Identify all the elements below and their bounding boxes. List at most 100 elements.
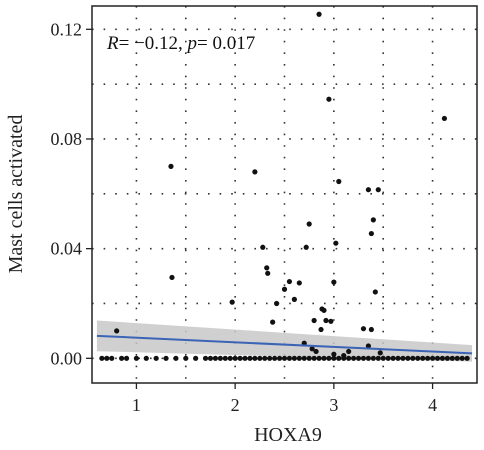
x-axis-ticks: 1 2 3 4: [132, 383, 437, 415]
data-point: [368, 326, 374, 333]
data-point: [109, 355, 115, 361]
data-point: [341, 355, 347, 361]
data-point: [346, 355, 352, 361]
data-point: [454, 355, 460, 361]
data-point: [375, 355, 381, 361]
data-point: [321, 355, 327, 361]
data-point: [439, 355, 446, 361]
data-point: [449, 355, 455, 361]
data-point: [291, 296, 297, 302]
y-tick-label: 0.00: [51, 348, 83, 368]
x-tick-label: 1: [132, 395, 141, 415]
data-point: [326, 355, 332, 361]
data-point: [372, 289, 378, 295]
data-points: [99, 11, 470, 361]
data-point: [99, 355, 105, 361]
data-point: [133, 355, 140, 361]
data-point: [281, 286, 288, 292]
data-point: [331, 355, 337, 361]
data-point: [380, 355, 386, 361]
data-point: [274, 300, 280, 307]
data-point: [331, 279, 337, 285]
data-point: [365, 343, 372, 349]
data-point: [311, 317, 317, 324]
data-point: [270, 319, 276, 325]
data-point: [323, 317, 329, 324]
data-point: [104, 355, 110, 361]
data-point: [281, 355, 288, 361]
data-point: [370, 217, 376, 223]
regression-line: [96, 334, 473, 355]
y-axis-title: Mast cells activated: [5, 115, 27, 274]
data-point: [326, 96, 332, 102]
data-point: [183, 355, 189, 361]
p-value: = 0.017: [197, 33, 255, 54]
data-point: [420, 355, 426, 361]
y-axis-ticks: 0.00 0.04 0.08 0.12: [51, 19, 92, 368]
data-point: [227, 355, 233, 361]
data-point: [272, 355, 278, 361]
data-point: [114, 328, 120, 334]
data-point: [425, 355, 431, 361]
data-point: [459, 355, 465, 361]
x-tick-label: 3: [329, 395, 338, 415]
data-point: [286, 278, 293, 285]
data-point: [202, 355, 209, 361]
data-point: [395, 355, 401, 361]
data-point: [193, 355, 199, 361]
data-point: [377, 350, 383, 356]
data-point: [222, 355, 228, 361]
data-point: [123, 355, 130, 361]
r-value: = −0.12,: [119, 33, 188, 54]
data-point: [365, 355, 372, 361]
data-point: [336, 178, 342, 185]
r-symbol: R: [106, 33, 119, 54]
data-point: [229, 299, 235, 305]
data-point: [434, 355, 441, 361]
data-point: [441, 115, 448, 122]
data-point: [410, 355, 416, 361]
data-point: [286, 355, 293, 361]
data-point: [296, 280, 302, 286]
data-point: [296, 355, 302, 361]
p-symbol: p: [186, 33, 198, 54]
data-point: [385, 355, 391, 361]
data-point: [242, 355, 248, 361]
data-point: [291, 355, 297, 361]
data-point: [301, 355, 307, 361]
data-point: [328, 318, 334, 324]
y-tick-label: 0.04: [51, 239, 83, 259]
grid-lines: [92, 6, 477, 383]
data-point: [390, 355, 396, 361]
x-axis-title: HOXA9: [254, 424, 322, 446]
correlation-annotation: R= −0.12, p= 0.017: [106, 33, 255, 54]
data-point: [336, 355, 342, 361]
data-point: [351, 355, 357, 361]
data-point: [247, 355, 253, 361]
data-point: [365, 187, 372, 193]
data-point: [375, 187, 381, 193]
data-point: [346, 348, 352, 355]
y-tick-label: 0.12: [51, 19, 83, 39]
data-point: [313, 348, 319, 355]
data-point: [333, 240, 339, 246]
data-point: [232, 355, 238, 361]
data-point: [168, 163, 174, 169]
data-point: [405, 355, 411, 361]
data-point: [331, 351, 337, 357]
data-point: [119, 355, 125, 361]
data-point: [415, 355, 421, 361]
data-point: [173, 355, 179, 361]
data-point: [360, 326, 367, 332]
data-point: [217, 355, 223, 361]
data-point: [265, 270, 271, 276]
data-point: [429, 355, 436, 361]
data-point: [267, 355, 273, 361]
data-point: [163, 355, 169, 361]
data-point: [276, 355, 283, 361]
data-point: [311, 355, 317, 361]
data-point: [257, 355, 263, 361]
data-point: [360, 355, 367, 361]
data-point: [207, 355, 214, 361]
data-point: [368, 230, 374, 237]
